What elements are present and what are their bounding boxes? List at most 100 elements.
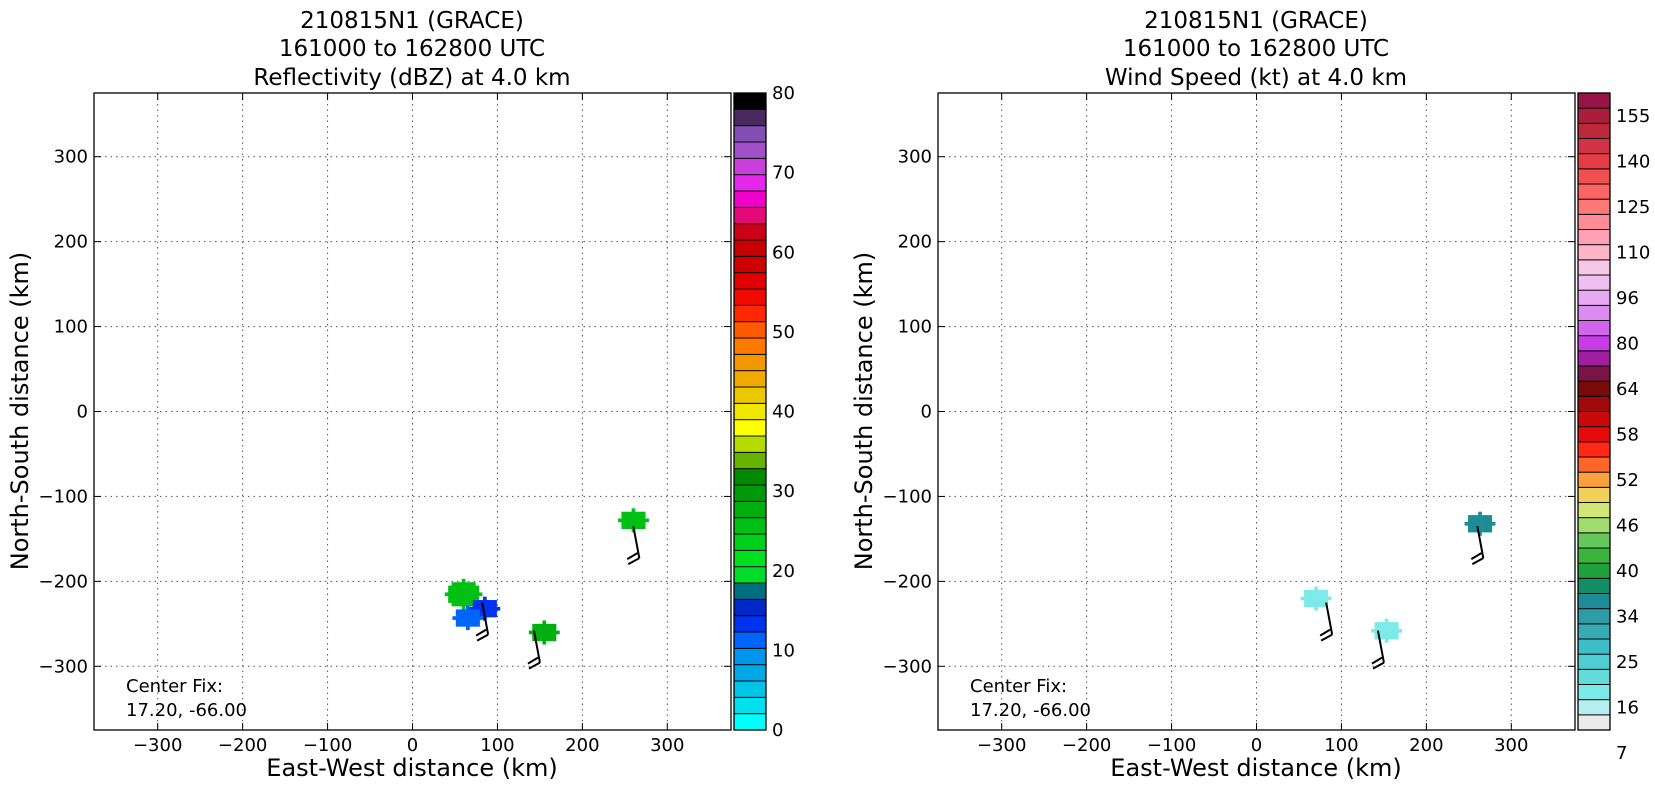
- echo-pixel: [461, 582, 466, 586]
- echo-pixel: [476, 622, 480, 627]
- echo-pixel: [1300, 596, 1305, 601]
- colorbar-tick-label: 110: [1616, 242, 1650, 263]
- echo-pixel: [471, 589, 476, 593]
- colorbar-tick-label: 155: [1616, 106, 1650, 127]
- echo-pixel: [618, 518, 622, 523]
- echo-pixel: [1484, 528, 1489, 533]
- echo-pixel: [1304, 593, 1308, 597]
- echo-pixel: [1310, 593, 1315, 597]
- barb-flag: [626, 552, 638, 561]
- echo-pixel: [1478, 515, 1482, 519]
- colorbar-swatch: [733, 419, 767, 437]
- echo-pixel: [542, 634, 547, 638]
- colorbar-swatch: [733, 713, 767, 731]
- wind-speed-panel: 210815N1 (GRACE) 161000 to 162800 UTC Wi…: [850, 8, 1650, 782]
- echo-pixel: [1488, 521, 1493, 526]
- colorbar-frame: [1577, 92, 1611, 731]
- echo-pixel: [444, 592, 449, 597]
- echo-pixel: [468, 582, 473, 586]
- echo-pixel: [1484, 515, 1489, 519]
- echo-pixel: [465, 592, 469, 597]
- wind-barb: [1319, 602, 1334, 642]
- colorbar-swatch: [733, 206, 767, 225]
- echo-pixel: [458, 585, 463, 590]
- colorbar-swatch: [1577, 229, 1611, 246]
- echo-pixel: [471, 595, 476, 600]
- echo-pixel: [552, 637, 557, 642]
- colorbar-swatch: [1577, 259, 1611, 276]
- echo-pixel: [482, 596, 487, 601]
- y-tick-label: −100: [883, 486, 932, 507]
- y-tick-label: 300: [898, 147, 932, 168]
- echo-pixel: [1478, 511, 1482, 516]
- echo-pixel: [466, 622, 470, 627]
- echo-pixel: [621, 521, 626, 526]
- echo-pixel: [479, 606, 484, 611]
- echo-pixel: [549, 627, 553, 631]
- echo-pixel: [549, 623, 553, 628]
- colorbar: 155 140 125 110 96 80 64 58 52 46 40 34 25 16 7: [1577, 92, 1650, 764]
- echo-pixel: [476, 619, 480, 624]
- echo-pixel: [1471, 525, 1476, 530]
- echo-pixel: [1314, 596, 1318, 601]
- echo-pixel: [1391, 628, 1396, 633]
- colorbar-swatch: [1577, 638, 1611, 655]
- y-axis-label: North-South distance (km): [6, 252, 34, 571]
- echo-pixel: [1381, 625, 1386, 630]
- echo-pixel: [552, 630, 557, 635]
- echo-region: [452, 605, 484, 631]
- echo-pixel: [469, 609, 474, 614]
- echo-pixel: [466, 605, 470, 610]
- colorbar-swatch: [733, 92, 767, 110]
- echo-pixel: [542, 627, 547, 631]
- echo-pixel: [448, 589, 452, 593]
- echo-pixel: [455, 616, 460, 620]
- echo-pixel: [1478, 521, 1482, 526]
- echo-pixel: [624, 521, 629, 526]
- echo-pixel: [451, 592, 456, 597]
- colorbar-swatch: [733, 141, 767, 159]
- echo-pixel: [1377, 625, 1382, 630]
- colorbar-swatch: [1577, 699, 1611, 716]
- y-tick-label: −200: [883, 571, 932, 592]
- echo-pixel: [454, 602, 459, 607]
- echo-pixel: [475, 589, 480, 593]
- colorbar-swatch: [733, 615, 767, 633]
- echo-pixel: [624, 515, 629, 519]
- echo-pixel: [466, 612, 470, 617]
- echo-pixel: [1491, 521, 1496, 526]
- echo-pixel: [545, 627, 550, 631]
- echo-pixel: [486, 613, 491, 618]
- echo-pixel: [1388, 628, 1392, 633]
- echo-pixel: [1374, 625, 1379, 630]
- echo-pixel: [1474, 521, 1479, 526]
- echo-pixel: [462, 616, 467, 620]
- echo-pixel: [1307, 603, 1312, 608]
- colorbar-swatch: [733, 566, 767, 584]
- echo-pixel: [476, 606, 480, 611]
- echo-pixel: [1374, 632, 1379, 637]
- barb-flag: [475, 628, 487, 637]
- x-tick-label: −100: [1147, 735, 1196, 756]
- colorbar-swatch: [1577, 456, 1611, 473]
- x-tick-label: 100: [1324, 735, 1358, 756]
- echo-pixel: [1314, 600, 1318, 604]
- echo-region: [1371, 618, 1403, 643]
- colorbar-swatch: [733, 402, 767, 421]
- echo-pixel: [552, 634, 557, 638]
- colorbar-swatch: [1577, 153, 1611, 170]
- echo-pixel: [539, 637, 543, 642]
- echo-pixel: [1484, 518, 1489, 523]
- echo-pixel: [461, 602, 466, 607]
- echo-pixel: [542, 640, 547, 645]
- echo-pixel: [1488, 518, 1493, 523]
- wind-barbs: [475, 525, 641, 670]
- colorbar-swatch: [1577, 183, 1611, 200]
- echo-pixel: [638, 518, 643, 523]
- echo-pixel: [628, 518, 632, 523]
- colorbar-swatch: [1577, 577, 1611, 594]
- echo-pixel: [539, 623, 543, 628]
- colorbar-swatch: [1577, 411, 1611, 428]
- center-fix-coords: 17.20, -66.00: [126, 700, 247, 721]
- echo-pixel: [1321, 603, 1325, 608]
